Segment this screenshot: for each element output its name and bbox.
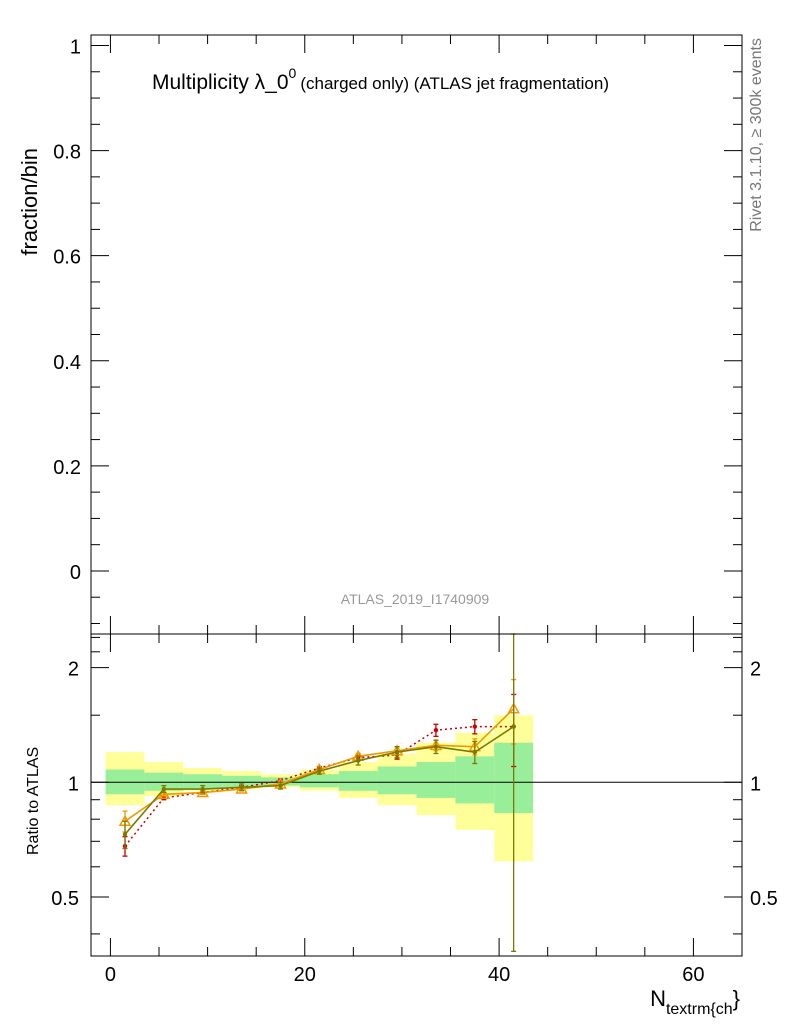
stat-uncertainty-band — [377, 766, 417, 795]
stat-uncertainty-band — [183, 774, 223, 790]
x-tick-label: 0 — [105, 964, 116, 986]
data-point — [433, 744, 439, 749]
ratio-y-tick-label: 2 — [68, 659, 79, 681]
ratio-ticks — [91, 35, 742, 956]
stat-uncertainty-band — [416, 762, 456, 798]
stat-uncertainty-band — [299, 774, 339, 788]
main-y-tick-label: 0 — [70, 562, 81, 584]
data-point — [472, 749, 477, 755]
main-y-tick-label: 0.4 — [53, 352, 81, 374]
ratio-y-tick-label: 0.5 — [51, 888, 79, 910]
ratio-y-tick-label: 1 — [68, 773, 79, 795]
data-point — [433, 727, 439, 733]
main-frame — [90, 34, 743, 635]
main-y-tick-label: 0.6 — [53, 247, 81, 269]
y-axis-label: fraction/bin — [17, 148, 42, 256]
data-point — [235, 782, 248, 794]
ratio-y-axis-label: Ratio to ATLAS — [25, 747, 42, 855]
ratio-panel: 0 20 40 60 0.5 0.5 1 1 2 2 Ratio to ATLAS Ntextrm… — [25, 35, 778, 1018]
x-tick-label: 40 — [488, 964, 510, 986]
data-point — [239, 785, 244, 790]
x-axis-label: Ntextrm{ch} — [650, 986, 740, 1018]
data-point — [200, 786, 205, 792]
analysis-watermark: ATLAS_2019_I1740909 — [341, 591, 490, 607]
ratio-tick-labels: 0 20 40 60 0.5 0.5 1 1 2 2 — [51, 659, 778, 986]
data-point — [157, 787, 171, 800]
main-ticks — [91, 45, 742, 624]
stat-uncertainty-band — [222, 775, 262, 788]
data-point — [472, 724, 477, 729]
rivet-version-label: Rivet 3.1.10, ≥ 300k events — [748, 38, 765, 232]
data-point — [356, 758, 361, 763]
data-point — [122, 832, 128, 837]
ratio-y-tick-label-right: 2 — [750, 659, 761, 681]
ratio-y-tick-label-right: 1 — [750, 773, 761, 795]
stat-uncertainty-band — [338, 771, 378, 791]
data-point — [161, 786, 167, 792]
main-panel: 0 0.2 0.4 0.6 0.8 1 Multiplicity λ_00(charged… — [17, 34, 765, 635]
stat-uncertainty-band — [144, 772, 184, 791]
data-point — [394, 749, 400, 755]
ratio-y-tick-label-right: 0.5 — [750, 888, 778, 910]
ratio-series — [118, 633, 520, 952]
data-point — [511, 724, 516, 729]
main-y-tick-label: 1 — [70, 37, 81, 59]
x-tick-label: 60 — [682, 964, 704, 986]
data-point — [278, 783, 283, 788]
main-y-tick-labels: 0 0.2 0.4 0.6 0.8 1 — [53, 37, 81, 584]
main-y-tick-label: 0.8 — [53, 142, 81, 164]
main-y-tick-label: 0.2 — [53, 457, 81, 479]
ratio-frame — [90, 633, 743, 957]
x-tick-label: 20 — [294, 964, 316, 986]
plot-title: Multiplicity λ_00(charged only) (ATLAS j… — [152, 65, 609, 94]
data-point — [317, 768, 322, 774]
